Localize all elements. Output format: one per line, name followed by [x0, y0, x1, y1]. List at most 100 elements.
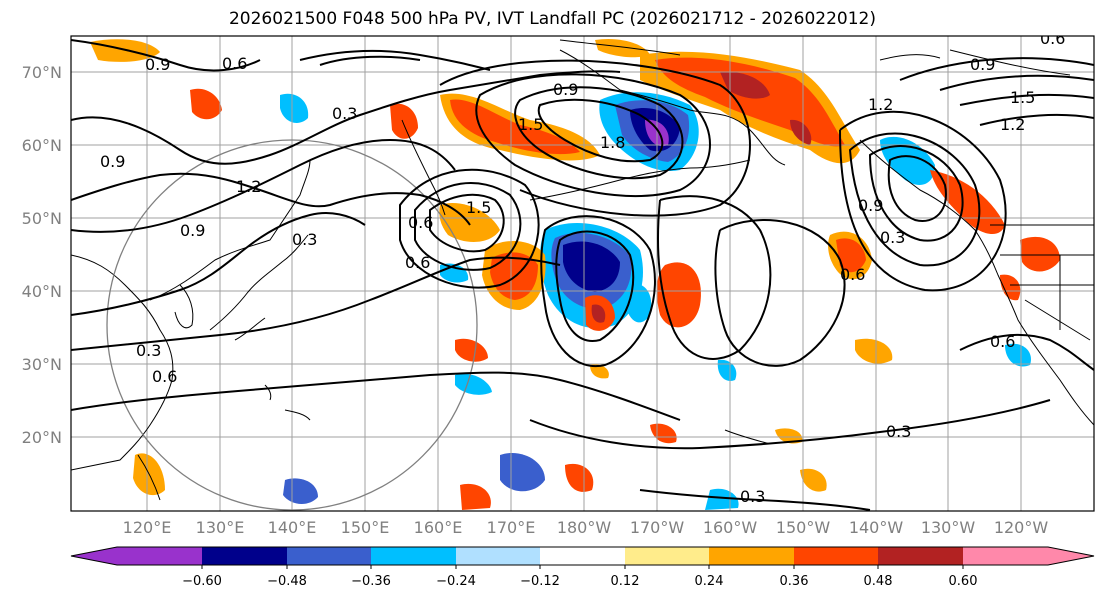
lon-label: 120°E [123, 518, 172, 537]
longitude-labels: 120°E 130°E 140°E 150°E 160°E 170°E 180°… [123, 518, 1049, 537]
pv-contour [839, 110, 1007, 292]
colorbar-outline [70, 546, 1095, 566]
pv-contour [540, 215, 656, 368]
contour-label: 0.3 [886, 422, 911, 441]
pv-positive-region [591, 304, 606, 323]
contour-label: 0.9 [970, 55, 995, 74]
coastline-islands [264, 384, 311, 421]
pv-contour [979, 113, 1094, 126]
pv-positive-region [450, 99, 580, 155]
pv-contour [848, 132, 981, 267]
pv-negative-region [455, 373, 492, 395]
coastline-asia [149, 159, 311, 301]
pv-positive-region [800, 468, 827, 492]
pv-contour [439, 59, 751, 217]
contour-label: 1.2 [236, 177, 261, 196]
contour-label: 0.9 [100, 152, 125, 171]
contour-label: 0.9 [180, 221, 205, 240]
pv-positive-region [1000, 274, 1021, 301]
colorbar-tick-label: −0.12 [520, 574, 560, 589]
pv-positive-region [720, 71, 770, 99]
map-area: 0.9 0.6 1.2 0.3 1.5 1.8 0.9 0.6 0.3 0.6 … [70, 29, 1095, 512]
coastline-north-america [859, 139, 1094, 426]
colorbar-ticks [201, 565, 964, 569]
pv-negative-region [1005, 343, 1031, 367]
colorbar-segment [117, 547, 202, 565]
contour-label: 1.5 [466, 198, 491, 217]
coastline-japan [209, 234, 309, 331]
coastline-asia [71, 254, 174, 471]
colorbar-segment [963, 547, 1048, 565]
lat-label: 40°N [22, 282, 62, 301]
pv-negative-region [563, 241, 620, 292]
pv-contour [639, 489, 871, 511]
contour-label: 0.3 [880, 228, 905, 247]
contour-label: 0.6 [840, 265, 865, 284]
colorbar: −0.60 −0.48 −0.36 −0.24 −0.12 0.12 0.24 … [70, 546, 1095, 589]
pv-positive-region [775, 428, 803, 444]
pv-positive-region [590, 364, 609, 379]
figure-title: 2026021500 F048 500 hPa PV, IVT Landfall… [228, 9, 876, 29]
lon-label: 150°W [776, 518, 831, 537]
contour-label: 0.6 [408, 213, 433, 232]
colorbar-tick-label: 0.24 [695, 574, 724, 589]
contour-label: 0.3 [292, 230, 317, 249]
pv-contour [537, 98, 664, 163]
pv-positive-region [455, 338, 488, 362]
coastline-japan [234, 317, 266, 341]
pv-negative-region [280, 93, 309, 123]
contour-label: 0.6 [1040, 29, 1065, 48]
contour-label: 0.9 [145, 55, 170, 74]
pv-positive-region [855, 338, 893, 364]
pv-contour [868, 145, 964, 242]
contour-label: 0.9 [553, 80, 578, 99]
pv-positive-region [1020, 236, 1060, 272]
contour-label: 0.9 [858, 196, 883, 215]
pv-contour [429, 193, 505, 253]
pv-contour [71, 212, 366, 316]
colorbar-segment [202, 547, 287, 565]
lat-label: 20°N [22, 428, 62, 447]
lat-label: 60°N [22, 136, 62, 155]
pv-contour [71, 138, 456, 233]
lat-label: 30°N [22, 355, 62, 374]
pv-positive-region [565, 463, 594, 492]
pv-positive-region [460, 483, 491, 510]
pv-positive-region [790, 119, 812, 145]
contour-label: 0.6 [405, 253, 430, 272]
pv-contour [414, 182, 522, 271]
pv-positive-region [190, 88, 222, 120]
lon-label: 160°E [414, 518, 463, 537]
colorbar-segment [71, 547, 117, 565]
colorbar-segment [709, 547, 794, 565]
contour-label: 1.2 [868, 95, 893, 114]
colorbar-segment [794, 547, 878, 565]
colorbar-segment [878, 547, 963, 565]
colorbar-segment [456, 547, 540, 565]
colorbar-tick-label: 0.36 [780, 574, 809, 589]
pv-negative-region [717, 359, 737, 381]
colorbar-segment [540, 547, 625, 565]
colorbar-segment [625, 547, 709, 565]
pv-contour [399, 168, 540, 289]
colorbar-tick-label: −0.60 [182, 574, 222, 589]
colorbar-tick-label: −0.24 [436, 574, 476, 589]
contour-label: 0.6 [990, 332, 1015, 351]
colorbar-segment [1048, 547, 1094, 565]
lon-label: 130°W [921, 518, 976, 537]
pv-contour [299, 49, 491, 71]
pv-contour [71, 371, 681, 421]
contour-label: 0.3 [332, 104, 357, 123]
colorbar-tick-label: 0.48 [864, 574, 893, 589]
lon-label: 170°W [630, 518, 685, 537]
pv-contour [959, 333, 1094, 371]
pv-positive-region [836, 238, 866, 273]
contour-label: 0.3 [740, 487, 765, 506]
contour-label: 1.5 [518, 115, 543, 134]
pv-positive-region [390, 103, 418, 139]
lon-label: 130°E [196, 518, 245, 537]
contour-label: 1.5 [1010, 88, 1035, 107]
pv-positive-region [439, 202, 500, 242]
pv-contour [71, 256, 561, 351]
